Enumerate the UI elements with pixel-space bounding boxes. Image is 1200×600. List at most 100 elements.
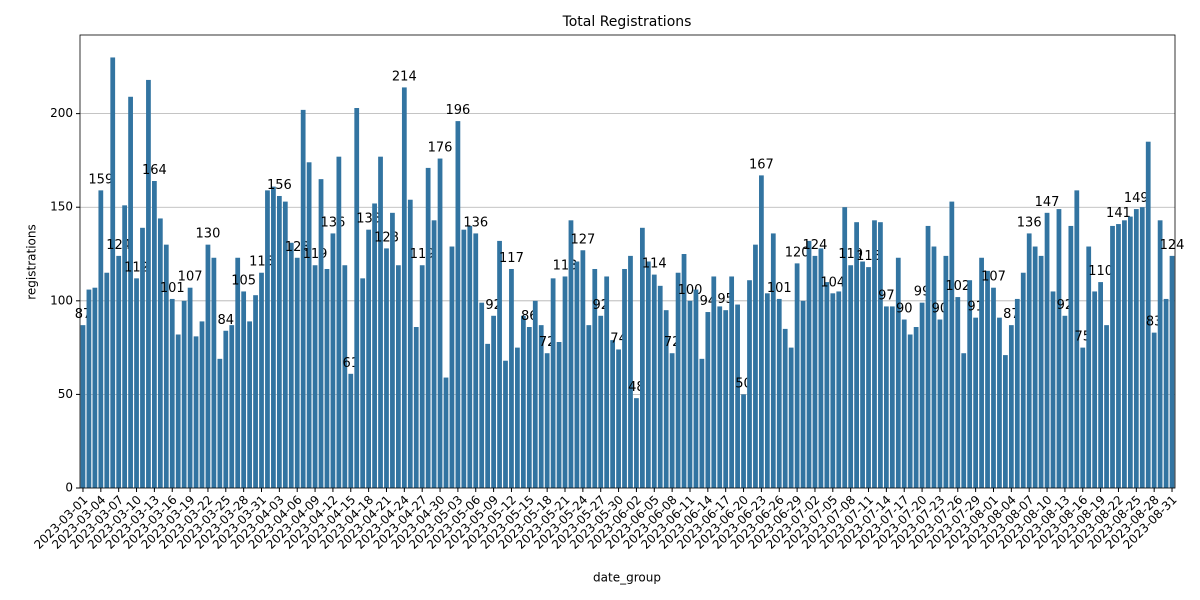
bar xyxy=(401,87,407,489)
bar xyxy=(1008,325,1014,488)
bar xyxy=(925,225,931,488)
bar xyxy=(193,336,199,488)
bar xyxy=(681,254,687,488)
bar xyxy=(300,109,306,488)
data-label: 149 xyxy=(1124,191,1149,206)
bar xyxy=(848,265,854,488)
bar xyxy=(122,205,128,489)
bar xyxy=(98,190,104,488)
bar xyxy=(1157,220,1163,488)
bar xyxy=(556,341,562,488)
bar xyxy=(312,265,318,488)
bar xyxy=(134,278,139,488)
bar xyxy=(622,268,627,488)
bar xyxy=(669,353,675,488)
bar xyxy=(883,306,889,488)
bar xyxy=(146,79,151,488)
bar xyxy=(253,295,258,488)
bar xyxy=(1044,212,1050,489)
bar xyxy=(1151,332,1157,488)
bar xyxy=(1056,209,1062,488)
bar xyxy=(229,325,235,488)
bar xyxy=(979,257,984,488)
bar xyxy=(854,222,859,489)
bar xyxy=(205,244,211,488)
bar xyxy=(866,267,871,488)
bar xyxy=(651,274,657,488)
data-label: 97 xyxy=(878,288,895,303)
bar xyxy=(788,347,794,488)
bar xyxy=(1169,255,1175,488)
bar xyxy=(616,349,621,488)
bar xyxy=(550,278,556,488)
bar xyxy=(895,257,901,488)
data-label: 105 xyxy=(231,273,256,288)
bar xyxy=(437,158,443,488)
data-label: 84 xyxy=(218,313,235,328)
data-label: 104 xyxy=(820,275,845,290)
bar xyxy=(610,340,616,488)
bar xyxy=(699,358,705,488)
data-label: 124 xyxy=(803,238,828,253)
data-label: 138 xyxy=(356,212,381,227)
bar xyxy=(985,270,990,488)
bar xyxy=(1074,190,1080,488)
bar xyxy=(967,280,973,488)
bar xyxy=(1038,255,1044,488)
bar xyxy=(937,319,943,488)
bar xyxy=(467,225,473,488)
bar xyxy=(306,162,312,489)
bar xyxy=(443,377,449,488)
data-label: 124 xyxy=(1160,238,1185,253)
bar xyxy=(806,240,812,488)
bar xyxy=(354,108,360,488)
bar xyxy=(1122,220,1127,488)
bar xyxy=(520,315,526,488)
bar xyxy=(1098,282,1103,488)
bar xyxy=(425,167,431,488)
data-label: 127 xyxy=(570,232,595,247)
bar xyxy=(259,272,264,488)
data-label: 164 xyxy=(142,163,167,178)
data-label: 196 xyxy=(445,103,470,118)
bar xyxy=(687,300,693,488)
data-label: 112 xyxy=(124,260,149,275)
data-label: 119 xyxy=(303,247,328,262)
data-label: 159 xyxy=(88,172,113,187)
plot-frame xyxy=(79,34,1176,489)
bar xyxy=(92,287,98,488)
bar xyxy=(110,57,116,489)
bar xyxy=(1020,272,1026,488)
bar xyxy=(1032,246,1038,488)
bar xyxy=(711,276,717,488)
bar xyxy=(919,302,925,488)
bar xyxy=(199,321,205,488)
bar xyxy=(276,195,282,489)
bar xyxy=(639,227,645,488)
bar xyxy=(378,156,383,488)
bar xyxy=(580,250,586,488)
bar xyxy=(604,276,610,488)
bar xyxy=(645,261,651,488)
bar xyxy=(1110,225,1115,488)
bar xyxy=(1116,224,1121,488)
bar xyxy=(360,278,366,488)
data-label: 114 xyxy=(642,257,667,272)
bar xyxy=(973,317,979,488)
bar xyxy=(336,156,342,488)
bar xyxy=(318,179,324,489)
bar xyxy=(157,218,163,488)
bar xyxy=(1068,225,1074,488)
bar xyxy=(413,327,419,488)
bar xyxy=(824,282,830,488)
bar xyxy=(128,96,133,488)
bar xyxy=(217,358,223,488)
bar xyxy=(473,233,479,488)
bar xyxy=(1050,291,1056,488)
bar xyxy=(753,244,758,488)
bar xyxy=(544,353,550,488)
bar xyxy=(991,287,996,488)
bar xyxy=(574,261,580,488)
bar xyxy=(271,186,276,488)
bar xyxy=(723,310,729,488)
